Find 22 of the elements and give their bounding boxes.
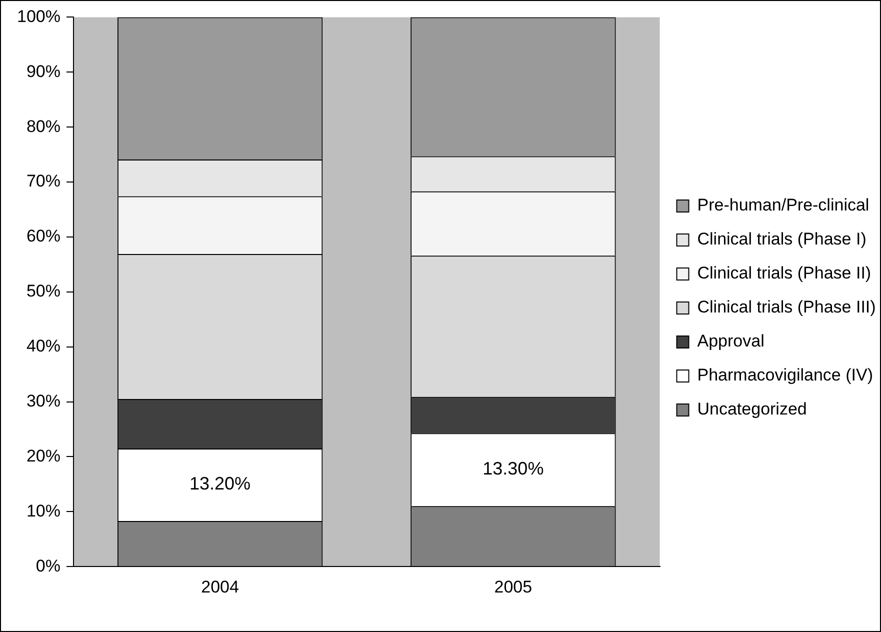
legend-label: Approval: [697, 332, 764, 351]
x-tick-label: 2004: [201, 577, 239, 596]
legend-label: Pre-human/Pre-clinical: [697, 196, 870, 215]
legend-label: Clinical trials (Phase II): [697, 264, 872, 283]
y-tick-label: 50%: [26, 282, 60, 301]
y-tick-label: 100%: [16, 6, 60, 26]
y-tick-label: 90%: [26, 62, 60, 81]
legend-label: Clinical trials (Phase I): [697, 230, 866, 249]
legend-label: Pharmacovigilance (IV): [697, 366, 873, 385]
y-tick-label: 60%: [26, 226, 60, 246]
y-tick-label: 70%: [26, 172, 60, 191]
data-label: 13.20%: [190, 474, 251, 494]
y-tick-label: 40%: [26, 336, 60, 356]
y-tick-label: 10%: [26, 501, 60, 520]
x-tick-label: 2005: [494, 577, 532, 596]
legend-label: Uncategorized: [697, 400, 807, 419]
y-tick-label: 80%: [26, 116, 60, 136]
legend-label: Clinical trials (Phase III): [697, 298, 876, 317]
y-tick-label: 0%: [36, 556, 60, 576]
y-tick-label: 20%: [26, 446, 60, 466]
data-label: 13.30%: [482, 458, 544, 479]
y-tick-label: 30%: [26, 391, 60, 410]
